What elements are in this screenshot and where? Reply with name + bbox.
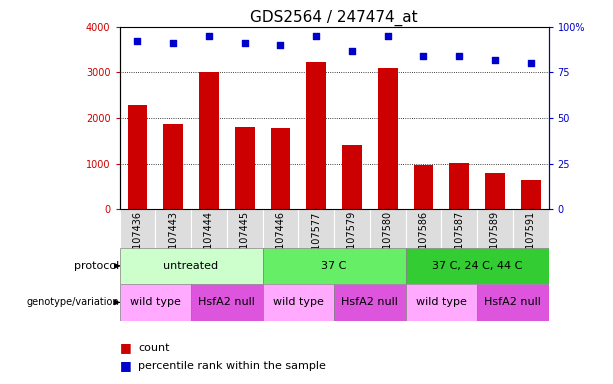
- Bar: [449, 163, 469, 209]
- Bar: [227, 209, 262, 248]
- Bar: [163, 124, 183, 209]
- Bar: [262, 284, 334, 321]
- Point: [204, 33, 214, 39]
- Point: [276, 42, 286, 48]
- Text: GSM107589: GSM107589: [490, 211, 500, 270]
- Text: HsfA2 null: HsfA2 null: [341, 297, 398, 308]
- Text: ■: ■: [120, 341, 131, 354]
- Bar: [120, 209, 155, 248]
- Bar: [521, 180, 541, 209]
- Text: HsfA2 null: HsfA2 null: [199, 297, 255, 308]
- Bar: [334, 209, 370, 248]
- Bar: [120, 248, 262, 284]
- Point: [526, 60, 536, 66]
- Bar: [270, 127, 291, 209]
- Text: 37 C, 24 C, 44 C: 37 C, 24 C, 44 C: [432, 261, 522, 271]
- Text: wild type: wild type: [273, 297, 324, 308]
- Bar: [262, 209, 299, 248]
- Point: [311, 33, 321, 39]
- Bar: [299, 209, 334, 248]
- Text: wild type: wild type: [130, 297, 181, 308]
- Text: GSM107577: GSM107577: [311, 211, 321, 271]
- Text: GSM107444: GSM107444: [204, 211, 214, 270]
- Text: untreated: untreated: [164, 261, 219, 271]
- Point: [168, 40, 178, 46]
- Bar: [306, 62, 326, 209]
- Bar: [262, 248, 406, 284]
- Bar: [378, 68, 398, 209]
- Point: [490, 56, 500, 63]
- Bar: [235, 127, 254, 209]
- Text: ■: ■: [120, 359, 131, 372]
- Text: GSM107587: GSM107587: [454, 211, 464, 270]
- Bar: [199, 71, 219, 209]
- Text: percentile rank within the sample: percentile rank within the sample: [138, 361, 326, 371]
- Point: [347, 48, 357, 54]
- Text: GSM107586: GSM107586: [419, 211, 428, 270]
- Bar: [155, 209, 191, 248]
- Text: wild type: wild type: [416, 297, 466, 308]
- Point: [132, 38, 142, 45]
- Bar: [406, 209, 441, 248]
- Bar: [477, 209, 513, 248]
- Bar: [414, 165, 433, 209]
- Text: GSM107446: GSM107446: [275, 211, 286, 270]
- Title: GDS2564 / 247474_at: GDS2564 / 247474_at: [250, 9, 418, 25]
- Point: [383, 33, 392, 39]
- Text: GSM107436: GSM107436: [132, 211, 142, 270]
- Bar: [477, 284, 549, 321]
- Text: genotype/variation: genotype/variation: [26, 297, 119, 308]
- Text: GSM107580: GSM107580: [383, 211, 393, 270]
- Bar: [334, 284, 406, 321]
- Point: [240, 40, 249, 46]
- Point: [419, 53, 428, 59]
- Text: GSM107591: GSM107591: [526, 211, 536, 270]
- Bar: [406, 248, 549, 284]
- Bar: [406, 284, 477, 321]
- Text: 37 C: 37 C: [321, 261, 347, 271]
- Text: count: count: [138, 343, 169, 353]
- Text: HsfA2 null: HsfA2 null: [484, 297, 541, 308]
- Bar: [513, 209, 549, 248]
- Bar: [120, 284, 191, 321]
- Bar: [191, 209, 227, 248]
- Bar: [191, 284, 262, 321]
- Text: GSM107579: GSM107579: [347, 211, 357, 270]
- Bar: [370, 209, 406, 248]
- Bar: [441, 209, 477, 248]
- Point: [454, 53, 464, 59]
- Bar: [128, 105, 147, 209]
- Text: GSM107445: GSM107445: [240, 211, 249, 270]
- Bar: [342, 144, 362, 209]
- Text: protocol: protocol: [74, 261, 119, 271]
- Bar: [485, 173, 505, 209]
- Text: GSM107443: GSM107443: [168, 211, 178, 270]
